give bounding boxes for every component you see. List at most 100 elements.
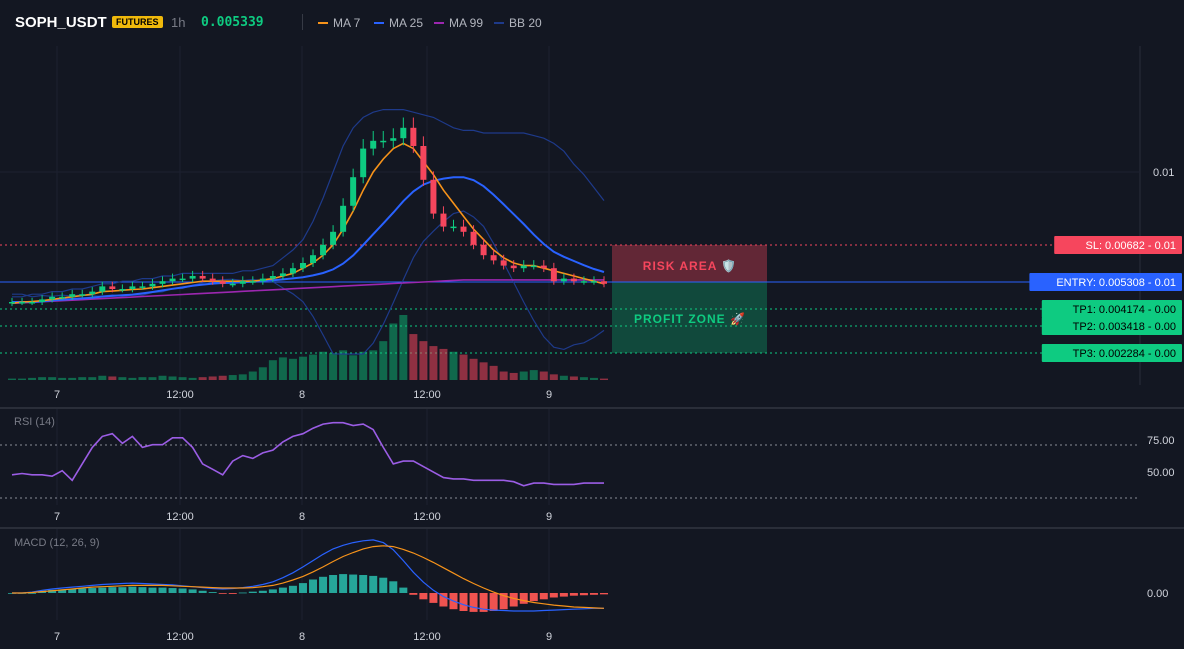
macd-hist-bar <box>529 593 538 602</box>
volume-bar <box>569 376 578 380</box>
volume-bar <box>178 377 187 380</box>
volume-bar <box>339 350 348 380</box>
rsi-time-tick: 12:00 <box>166 511 194 523</box>
candle-body <box>99 286 106 292</box>
volume-bar <box>459 354 468 380</box>
macd-hist-bar <box>429 593 438 603</box>
volume-bar <box>138 377 147 380</box>
candle-body <box>59 296 66 299</box>
price-tick-label: 0.01 <box>1153 167 1174 179</box>
last-price: 0.005339 <box>201 15 264 30</box>
macd-hist-bar <box>158 587 167 593</box>
volume-bar <box>88 377 97 380</box>
macd-hist-bar <box>489 593 498 611</box>
macd-hist-bar <box>459 593 468 611</box>
candle-body <box>49 296 56 300</box>
volume-bar <box>439 348 448 380</box>
macd-hist-bar <box>539 593 548 600</box>
volume-bar <box>198 377 207 380</box>
timeframe-label[interactable]: 1h <box>171 15 186 30</box>
macd-line <box>12 539 604 612</box>
volume-bar <box>509 372 518 380</box>
macd-hist-bar <box>138 587 147 593</box>
macd-hist-bar <box>439 593 448 607</box>
volume-bar <box>469 358 478 380</box>
legend-ma7[interactable]: MA 7 <box>318 16 360 30</box>
candle-body <box>340 205 347 232</box>
axes-labels: SL: 0.00682 - 0.01 ENTRY: 0.005308 - 0.01… <box>54 167 1182 643</box>
macd-pane[interactable]: MACD (12, 26, 9) <box>8 537 608 612</box>
legend-ma99[interactable]: MA 99 <box>434 16 483 30</box>
volume-bar <box>429 346 438 380</box>
legend-bb20[interactable]: BB 20 <box>494 16 542 30</box>
header-divider <box>302 14 303 30</box>
candle-body <box>400 127 407 139</box>
candle-body <box>39 299 46 302</box>
level-tag-bg <box>1029 273 1182 291</box>
volume-bar <box>419 341 428 380</box>
volume-bar <box>118 377 127 380</box>
futures-badge: FUTURES <box>112 16 163 28</box>
candle-body <box>149 283 156 287</box>
macd-hist-bar <box>178 588 187 593</box>
candle-body <box>209 278 216 282</box>
candle-body <box>299 263 306 269</box>
macd-title: MACD (12, 26, 9) <box>14 537 100 549</box>
macd-hist-bar <box>549 593 558 598</box>
time-tick-label: 8 <box>299 389 305 401</box>
candle-body <box>69 294 76 297</box>
candle-body <box>570 278 577 282</box>
candle-body <box>139 286 146 288</box>
macd-hist-bar <box>58 589 67 593</box>
macd-hist-bar <box>319 576 328 593</box>
volume-bar <box>58 377 67 380</box>
volume-bar <box>48 377 57 380</box>
candle-body <box>520 265 527 269</box>
rsi-time-tick: 7 <box>54 511 60 523</box>
volume-bar <box>278 357 287 380</box>
rsi-pane[interactable]: RSI (14) <box>0 416 1140 499</box>
volume-bar <box>499 371 508 380</box>
volume-bar <box>529 370 538 380</box>
macd-hist-bar <box>298 583 307 593</box>
pane-separator <box>0 527 1184 529</box>
volume-bar <box>539 371 548 380</box>
macd-hist-bar <box>198 590 207 593</box>
macd-hist-bar <box>399 587 408 593</box>
legend-ma25-label: MA 25 <box>389 16 424 30</box>
candle-body <box>219 281 226 284</box>
volume-bar <box>449 351 458 380</box>
macd-hist-bar <box>268 589 277 593</box>
symbol-name[interactable]: SOPH_USDT <box>15 14 107 31</box>
volume-bar <box>188 377 197 380</box>
macd-hist-bar <box>589 593 598 595</box>
macd-hist-bar <box>479 593 488 612</box>
macd-hist-bar <box>469 593 478 612</box>
ma7-line <box>11 142 605 305</box>
candle-body <box>590 281 597 283</box>
macd-hist-bar <box>359 575 368 593</box>
legend-ma25[interactable]: MA 25 <box>374 16 423 30</box>
main-price-pane[interactable]: RISK AREA 🛡️ PROFIT ZONE 🚀 <box>0 109 1140 380</box>
candle-body <box>189 276 196 279</box>
macd-time-tick: 7 <box>54 631 60 643</box>
macd-hist-bar <box>409 593 418 595</box>
macd-time-tick: 9 <box>546 631 552 643</box>
macd-hist-bar <box>208 592 217 593</box>
rsi-title: RSI (14) <box>14 416 55 428</box>
candle-body <box>9 302 15 304</box>
chart-header: SOPH_USDT FUTURES 1h 0.005339 MA 7 MA 25… <box>0 0 1184 46</box>
rsi-line <box>11 421 604 487</box>
macd-hist-bar <box>68 588 77 593</box>
candle-body <box>29 302 36 304</box>
candle-body <box>269 276 276 279</box>
candle-body <box>460 226 467 232</box>
candle-body <box>289 268 296 274</box>
legend-ma7-label: MA 7 <box>333 16 361 30</box>
candle-body <box>119 289 126 291</box>
volume-bar <box>319 351 328 380</box>
rsi-time-tick: 9 <box>546 511 552 523</box>
volume-bar <box>379 341 388 380</box>
macd-hist-bar <box>98 587 107 593</box>
